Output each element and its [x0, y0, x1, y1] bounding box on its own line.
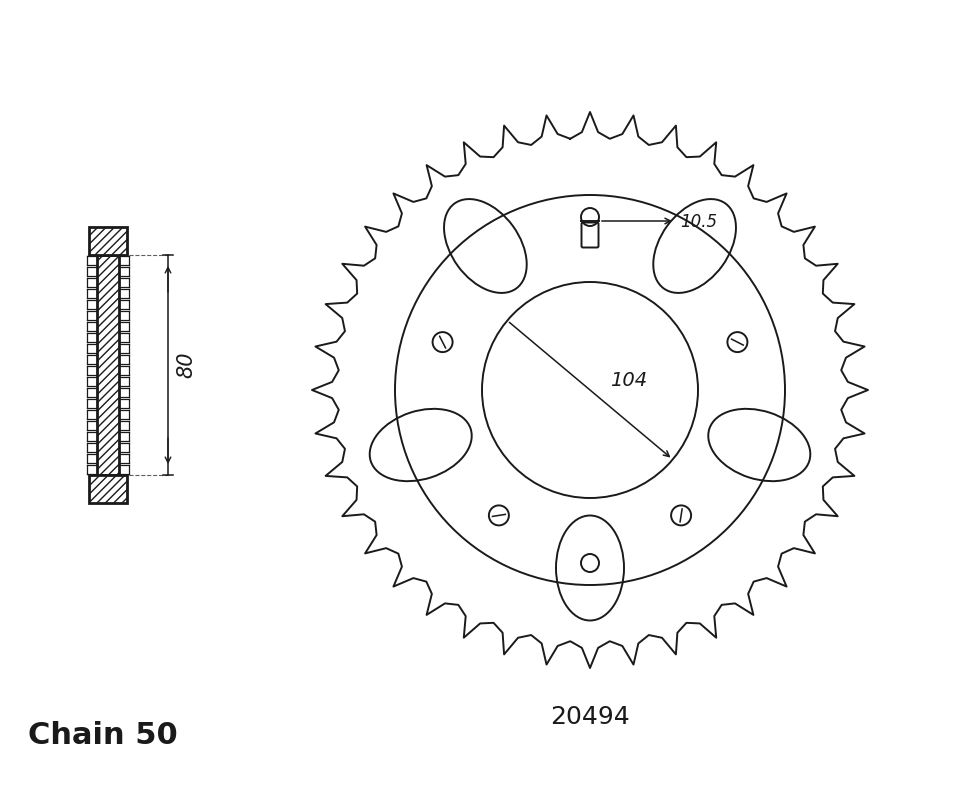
Bar: [97, 255, 119, 475]
Text: 80: 80: [176, 352, 196, 378]
Text: 104: 104: [610, 371, 647, 389]
Text: 10.5: 10.5: [680, 213, 717, 231]
Bar: [89, 475, 127, 503]
Text: Chain 50: Chain 50: [28, 721, 178, 749]
Bar: [89, 227, 127, 255]
Bar: [89, 227, 127, 255]
Bar: [97, 255, 119, 475]
Text: 20494: 20494: [550, 705, 630, 729]
Bar: [89, 475, 127, 503]
